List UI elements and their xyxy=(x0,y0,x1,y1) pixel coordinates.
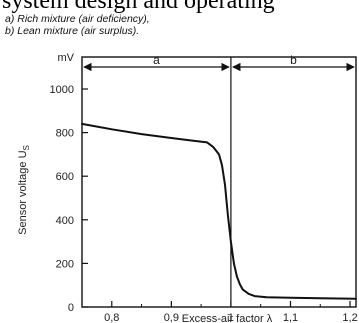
x-tick-label: 1 xyxy=(228,312,234,323)
y-unit-label: mV xyxy=(58,52,75,64)
x-tick-label: 1,1 xyxy=(283,312,298,323)
region-a-label: a xyxy=(153,53,160,67)
y-tick-label: 1000 xyxy=(50,84,74,96)
y-tick-label: 800 xyxy=(56,128,74,140)
y-axis-title-main: Sensor voltage U xyxy=(17,150,29,234)
y-axis-title-subscript: S xyxy=(22,145,31,150)
region-b-label: b xyxy=(290,53,297,67)
x-tick-label: 0,9 xyxy=(164,312,179,323)
legend-lean-mixture: b) Lean mixture (air surplus). xyxy=(5,25,140,37)
y-tick-label: 200 xyxy=(56,258,74,270)
y-axis-title: Sensor voltage US xyxy=(17,145,31,235)
y-tick-label: 600 xyxy=(56,171,74,183)
cutoff-header-text: system design and operating xyxy=(2,0,275,14)
y-tick-label: 0 xyxy=(68,302,74,314)
y-tick-label: 400 xyxy=(56,215,74,227)
sensor-voltage-curve xyxy=(81,122,357,300)
x-tick-label: 0,8 xyxy=(104,312,119,323)
x-tick-label: 1,2 xyxy=(342,312,357,323)
legend-rich-mixture: a) Rich mixture (air deficiency), xyxy=(5,13,150,25)
plot-frame xyxy=(81,56,357,308)
x-axis-title: Excess-air factor λ xyxy=(182,313,273,323)
